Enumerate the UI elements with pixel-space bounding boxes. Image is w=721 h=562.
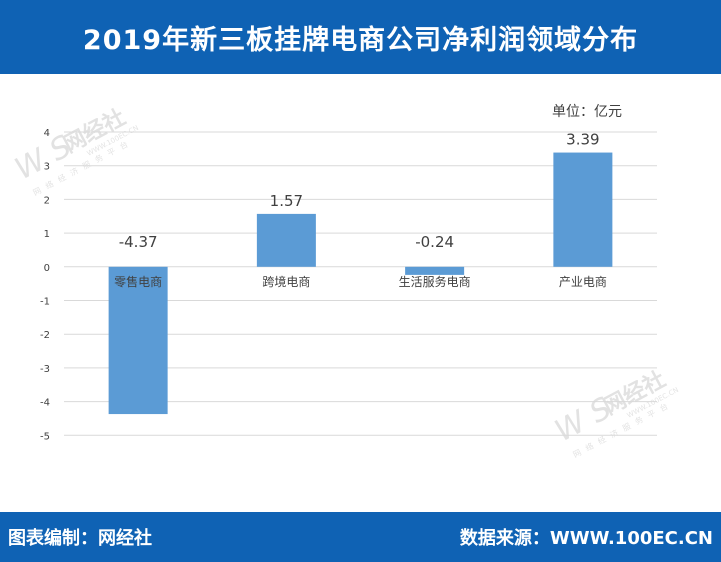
bar (256, 213, 316, 267)
y-tick-label: 4 (44, 128, 50, 139)
plot-area: W S 网经社 WWW.100EC.CN 网络经济服务平台 W S 网经社 WWW.100E… (0, 74, 721, 512)
category-label: 零售电商 (114, 274, 162, 289)
category-label: 产业电商 (559, 274, 607, 289)
bar (553, 152, 613, 267)
bars (108, 152, 613, 415)
footer-source: 数据来源：WWW.100EC.CN (459, 528, 713, 549)
bar (108, 266, 168, 415)
category-labels: 零售电商 跨境电商 生活服务电商 产业电商 (114, 274, 607, 289)
y-tick-label: 3 (44, 162, 50, 173)
data-label: -4.37 (119, 233, 158, 251)
y-tick-label: 1 (44, 229, 50, 240)
chart-title: 2019年新三板挂牌电商公司净利润领域分布 (82, 24, 639, 56)
footer-editor: 图表编制：网经社 (8, 528, 152, 549)
title-bar: 2019年新三板挂牌电商公司净利润领域分布 (0, 0, 721, 74)
y-tick-label: 0 (44, 263, 50, 274)
data-label: -0.24 (415, 233, 454, 251)
y-axis-ticks: 4 3 2 1 0 -1 -2 -3 -4 -5 (40, 128, 50, 442)
unit-label: 单位：亿元 (552, 104, 622, 120)
y-tick-label: -1 (40, 297, 50, 308)
y-tick-label: -3 (40, 364, 50, 375)
category-label: 生活服务电商 (399, 274, 471, 289)
y-tick-label: -5 (40, 431, 50, 442)
y-tick-label: -2 (40, 330, 50, 341)
data-label: 1.57 (270, 192, 303, 210)
bar (405, 266, 465, 275)
category-label: 跨境电商 (262, 274, 310, 289)
y-tick-label: 2 (44, 195, 50, 206)
data-labels: -4.37 1.57 -0.24 3.39 (119, 131, 600, 251)
y-tick-label: -4 (40, 398, 50, 409)
footer-bar: 图表编制：网经社 数据来源：WWW.100EC.CN (0, 512, 721, 562)
data-label: 3.39 (566, 131, 599, 149)
